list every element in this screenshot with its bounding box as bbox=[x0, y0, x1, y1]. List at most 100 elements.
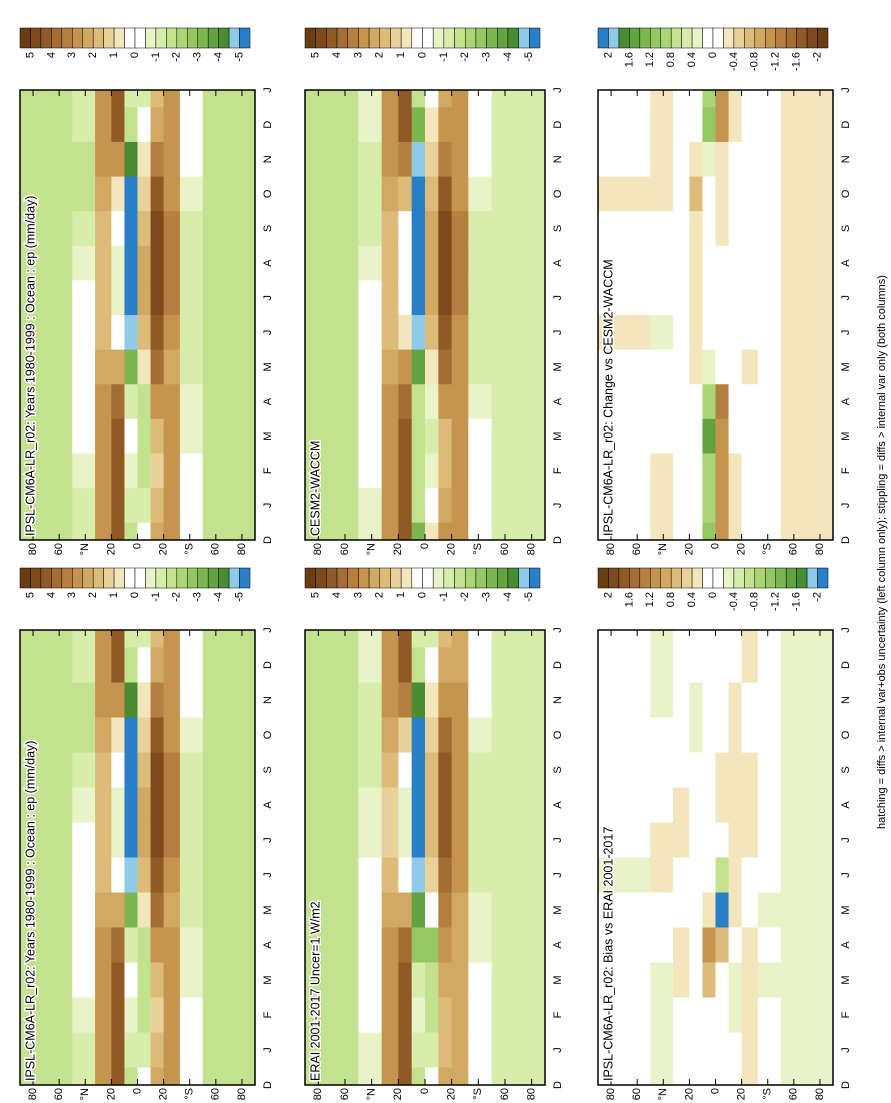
colorbar-swatch bbox=[464, 27, 477, 49]
cell bbox=[702, 1032, 716, 1068]
cell bbox=[741, 522, 759, 540]
colorbar-label: -1 bbox=[150, 592, 162, 602]
cell bbox=[179, 892, 204, 928]
cell bbox=[438, 279, 453, 315]
cell bbox=[728, 314, 743, 350]
cell bbox=[20, 245, 73, 281]
colorbar-swatch bbox=[187, 27, 198, 49]
x-tick-label: J bbox=[552, 503, 564, 509]
colorbar-label: -2 bbox=[811, 592, 823, 602]
cell bbox=[202, 1032, 256, 1068]
cell bbox=[650, 453, 674, 489]
y-tick-label: 60 bbox=[499, 543, 511, 555]
cell bbox=[163, 106, 181, 142]
cell bbox=[411, 89, 426, 108]
cell bbox=[425, 314, 439, 350]
cell bbox=[451, 453, 469, 489]
colorbar-swatch bbox=[464, 567, 477, 589]
cell bbox=[163, 822, 181, 858]
cell bbox=[95, 106, 112, 142]
cell bbox=[411, 1032, 426, 1068]
cell bbox=[438, 245, 453, 281]
cell bbox=[438, 717, 453, 753]
colorbar-label: 1 bbox=[395, 592, 407, 598]
x-tick-label: D bbox=[840, 536, 852, 544]
cell bbox=[728, 1067, 743, 1085]
cell bbox=[715, 1032, 729, 1068]
cell bbox=[715, 682, 729, 718]
cell bbox=[124, 857, 138, 893]
cell bbox=[72, 647, 96, 683]
cell bbox=[72, 892, 96, 928]
cell bbox=[150, 752, 165, 788]
cell bbox=[689, 629, 703, 648]
cell bbox=[72, 383, 96, 419]
colorbar-swatch bbox=[40, 27, 52, 49]
cell bbox=[72, 857, 96, 893]
cell bbox=[702, 822, 716, 858]
cell bbox=[163, 89, 181, 108]
cell bbox=[95, 752, 112, 788]
cell bbox=[673, 487, 690, 523]
x-tick-label: J bbox=[262, 295, 274, 301]
cell bbox=[491, 752, 546, 788]
cell bbox=[702, 349, 716, 385]
cell bbox=[411, 857, 426, 893]
x-tick-label: M bbox=[552, 362, 564, 371]
x-tick-label: J bbox=[262, 330, 274, 336]
x-tick-label: M bbox=[262, 362, 274, 371]
cell bbox=[95, 647, 112, 683]
cell bbox=[72, 629, 96, 648]
cell bbox=[741, 927, 759, 963]
cell bbox=[150, 176, 165, 212]
cell bbox=[95, 349, 112, 385]
cell bbox=[20, 629, 73, 648]
cell bbox=[425, 210, 439, 246]
x-tick-label: J bbox=[262, 627, 274, 633]
cell bbox=[163, 752, 181, 788]
cell bbox=[163, 997, 181, 1033]
cell bbox=[305, 752, 359, 788]
cell bbox=[673, 1067, 690, 1085]
cell bbox=[202, 106, 256, 142]
cell bbox=[438, 453, 453, 489]
cell bbox=[179, 997, 204, 1033]
cell bbox=[702, 1067, 716, 1085]
cell bbox=[715, 522, 729, 540]
colorbar-swatch bbox=[19, 27, 31, 49]
cell bbox=[650, 892, 674, 928]
colorbar-label: 4 bbox=[331, 592, 343, 598]
colorbar-swatch bbox=[72, 567, 83, 589]
cell bbox=[757, 682, 782, 718]
colorbar-label: -0.4 bbox=[728, 52, 740, 71]
cell bbox=[451, 141, 469, 177]
cell bbox=[20, 176, 73, 212]
cell bbox=[491, 892, 546, 928]
cell bbox=[425, 279, 439, 315]
cell bbox=[202, 962, 256, 998]
colorbar-swatch bbox=[422, 567, 434, 589]
cell bbox=[111, 717, 125, 753]
cell bbox=[451, 822, 469, 858]
cell bbox=[305, 647, 359, 683]
colorbar-swatch bbox=[82, 567, 94, 589]
cell bbox=[715, 857, 729, 893]
cell bbox=[741, 717, 759, 753]
cell bbox=[179, 210, 204, 246]
x-tick-label: J bbox=[552, 330, 564, 336]
cell bbox=[780, 752, 834, 788]
x-tick-label: S bbox=[262, 225, 274, 232]
colorbar-label: -1.6 bbox=[791, 52, 803, 71]
cell bbox=[150, 682, 165, 718]
cell bbox=[202, 453, 256, 489]
cell bbox=[150, 141, 165, 177]
cell bbox=[598, 279, 651, 315]
cell bbox=[702, 787, 716, 823]
x-tick-label: D bbox=[840, 1081, 852, 1089]
colorbar-swatch bbox=[72, 27, 83, 49]
cell bbox=[95, 453, 112, 489]
y-tick-label: 20 bbox=[105, 543, 117, 555]
cell bbox=[411, 487, 426, 523]
cell bbox=[673, 349, 690, 385]
cell bbox=[150, 997, 165, 1033]
